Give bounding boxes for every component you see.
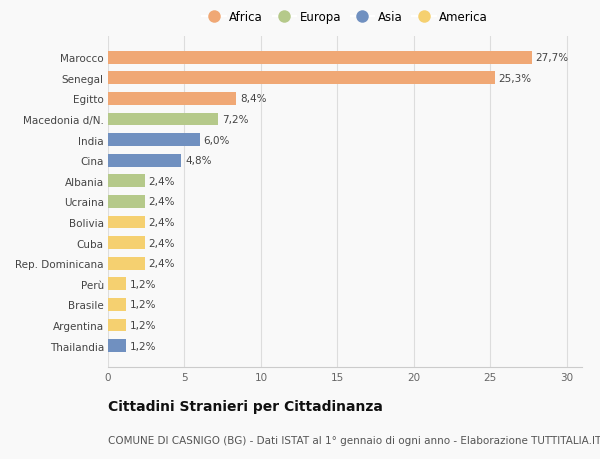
Text: 2,4%: 2,4% <box>149 218 175 228</box>
Text: 2,4%: 2,4% <box>149 258 175 269</box>
Text: 25,3%: 25,3% <box>499 74 532 84</box>
Text: COMUNE DI CASNIGO (BG) - Dati ISTAT al 1° gennaio di ogni anno - Elaborazione TU: COMUNE DI CASNIGO (BG) - Dati ISTAT al 1… <box>108 435 600 445</box>
Bar <box>108 155 181 167</box>
Bar <box>108 216 145 229</box>
Bar <box>108 52 532 64</box>
Text: Cittadini Stranieri per Cittadinanza: Cittadini Stranieri per Cittadinanza <box>108 399 383 413</box>
Bar <box>108 278 127 291</box>
Text: 1,2%: 1,2% <box>130 279 157 289</box>
Text: 2,4%: 2,4% <box>149 238 175 248</box>
Bar <box>108 319 127 332</box>
Text: 27,7%: 27,7% <box>535 53 568 63</box>
Bar <box>108 175 145 188</box>
Bar <box>108 298 127 311</box>
Legend: Africa, Europa, Asia, America: Africa, Europa, Asia, America <box>197 6 493 28</box>
Text: 4,8%: 4,8% <box>185 156 212 166</box>
Bar <box>108 257 145 270</box>
Bar <box>108 134 200 147</box>
Bar <box>108 72 495 85</box>
Text: 2,4%: 2,4% <box>149 197 175 207</box>
Bar <box>108 113 218 126</box>
Text: 7,2%: 7,2% <box>222 115 248 125</box>
Bar <box>108 340 127 352</box>
Text: 1,2%: 1,2% <box>130 300 157 310</box>
Bar <box>108 196 145 208</box>
Text: 1,2%: 1,2% <box>130 320 157 330</box>
Text: 8,4%: 8,4% <box>240 94 267 104</box>
Text: 1,2%: 1,2% <box>130 341 157 351</box>
Bar <box>108 93 236 106</box>
Text: 2,4%: 2,4% <box>149 176 175 186</box>
Text: 6,0%: 6,0% <box>203 135 230 146</box>
Bar <box>108 237 145 249</box>
